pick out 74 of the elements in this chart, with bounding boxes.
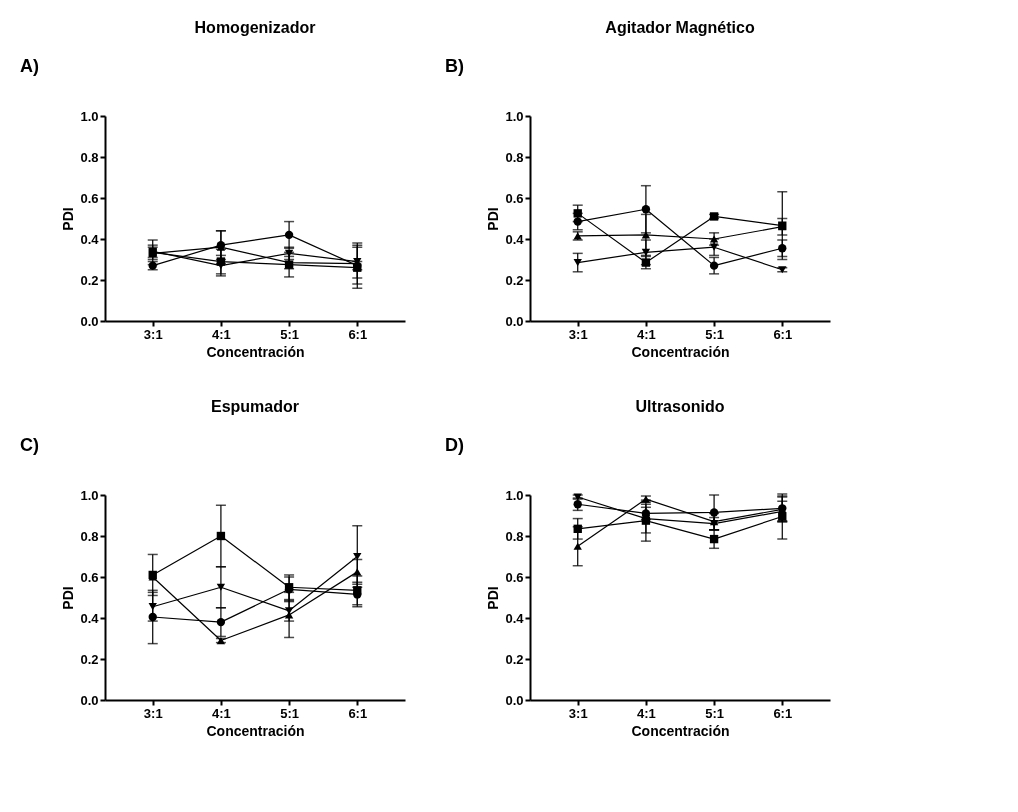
point (284, 230, 294, 240)
y-tick-label: 0.8 (505, 149, 524, 165)
x-tick-label: 4:1 (637, 705, 656, 721)
point (709, 243, 719, 251)
y-tick-label: 0.6 (505, 569, 524, 585)
point (709, 508, 719, 517)
x-tick-label: 5:1 (280, 705, 299, 721)
x-tick-label: 4:1 (637, 326, 656, 342)
point (216, 583, 226, 591)
y-tick-label: 0.4 (505, 231, 525, 247)
y-tick-label: 0.6 (505, 190, 524, 206)
text: A) (20, 56, 39, 76)
y-tick-label: 0.8 (505, 528, 524, 544)
y-tick-label: 1.0 (80, 487, 99, 503)
point (641, 205, 651, 214)
x-tick-label: 5:1 (280, 326, 299, 342)
y-tick-label: 1.0 (80, 108, 99, 124)
chart-title: Espumador (210, 398, 300, 415)
point (573, 258, 582, 267)
point (148, 603, 157, 611)
point (353, 586, 362, 595)
y-tick-label: 1.0 (505, 108, 524, 124)
y-tick-label: 0.4 (80, 231, 100, 247)
point (573, 542, 582, 550)
x-axis-title: Concentración (631, 722, 730, 739)
point (573, 524, 582, 534)
y-tick-label: 0.8 (80, 528, 99, 544)
y-tick-label: 0.2 (505, 651, 524, 667)
x-tick-label: 3:1 (143, 326, 163, 342)
y-tick-label: 0.4 (505, 610, 525, 626)
y-tick-label: 0.0 (505, 313, 524, 329)
point (709, 261, 719, 270)
y-axis-title: PDI (60, 207, 77, 231)
y-tick-label: 0.0 (80, 313, 99, 329)
point (641, 248, 651, 256)
point (709, 534, 719, 544)
text: B) (445, 56, 464, 76)
x-tick-label: 5:1 (705, 705, 724, 721)
text: D) (445, 435, 464, 455)
x-axis-title: Concentración (206, 343, 305, 360)
x-tick-label: 5:1 (705, 326, 724, 342)
x-tick-label: 6:1 (348, 705, 368, 721)
x-axis-title: Concentración (631, 343, 730, 360)
y-tick-label: 0.2 (505, 272, 524, 288)
point (148, 612, 157, 622)
y-tick-label: 1.0 (505, 487, 524, 503)
chart-title: Agitador Magnético (605, 19, 755, 36)
y-tick-label: 0.8 (80, 149, 99, 165)
text: C) (20, 435, 39, 455)
y-tick-label: 0.0 (505, 692, 524, 708)
point (641, 231, 651, 239)
point (216, 617, 226, 627)
x-axis-title: Concentración (206, 722, 305, 739)
y-axis-title: PDI (485, 207, 502, 231)
y-tick-label: 0.6 (80, 569, 99, 585)
y-tick-label: 0.2 (80, 651, 99, 667)
x-tick-label: 3:1 (568, 326, 588, 342)
x-tick-label: 4:1 (212, 326, 231, 342)
x-tick-label: 6:1 (773, 705, 793, 721)
chart-title: Homogenizador (194, 19, 316, 36)
point (778, 244, 787, 253)
point (216, 531, 226, 541)
chart-title: Ultrasonido (635, 398, 725, 415)
y-tick-label: 0.6 (80, 190, 99, 206)
x-tick-label: 3:1 (143, 705, 163, 721)
x-tick-label: 3:1 (568, 705, 588, 721)
y-tick-label: 0.4 (80, 610, 100, 626)
y-tick-label: 0.2 (80, 272, 99, 288)
x-tick-label: 4:1 (212, 705, 231, 721)
x-tick-label: 6:1 (773, 326, 793, 342)
x-tick-label: 6:1 (348, 326, 368, 342)
y-axis-title: PDI (60, 586, 77, 610)
y-tick-label: 0.0 (80, 692, 99, 708)
y-axis-title: PDI (485, 586, 502, 610)
